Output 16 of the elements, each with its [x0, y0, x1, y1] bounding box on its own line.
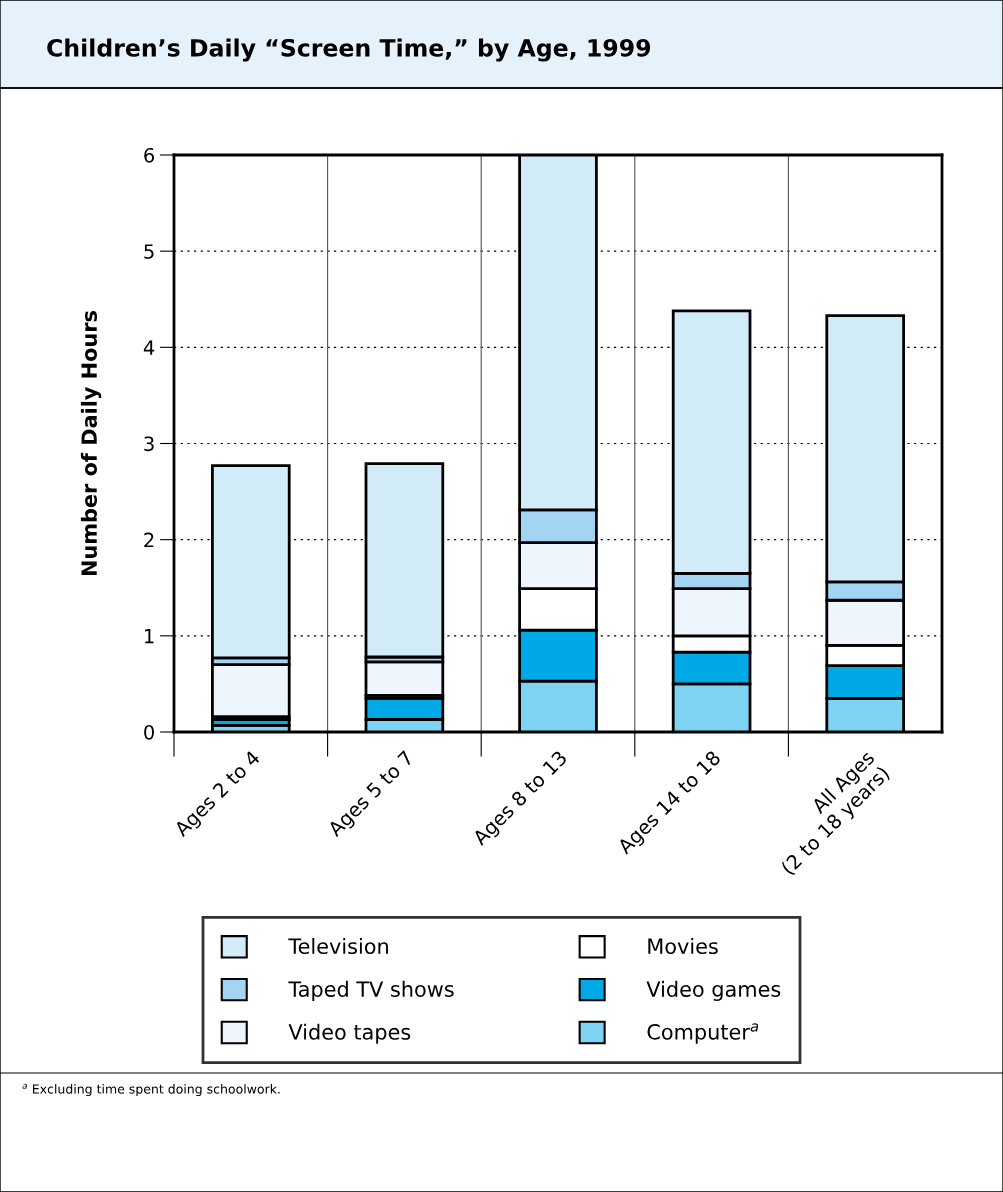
- y-tick-label: 2: [144, 532, 154, 548]
- y-tick-label: 4: [143, 340, 155, 355]
- y-tick-label: 3: [144, 436, 154, 452]
- legend-label: Video tapes: [288, 1023, 411, 1044]
- chart-title: Children’s Daily “Screen Time,” by Age, 1999: [47, 38, 651, 62]
- y-tick-label: 5: [144, 244, 154, 259]
- legend-label: Television: [288, 937, 388, 955]
- legend-label: Movies: [648, 937, 718, 955]
- legend-label: Taped TV shows: [288, 980, 454, 1001]
- y-tick-label: 6: [144, 147, 155, 163]
- legend-label: Video games: [646, 980, 781, 1001]
- text: $^{a}$ Excluding time spent doing schoolwork.: [22, 1083, 280, 1097]
- y-axis-title: Number of Daily Hours: [80, 311, 102, 576]
- legend-label: Computer$^{a}$: [647, 1023, 759, 1044]
- y-tick-label: 1: [145, 629, 154, 644]
- y-tick-label: 0: [144, 724, 154, 740]
